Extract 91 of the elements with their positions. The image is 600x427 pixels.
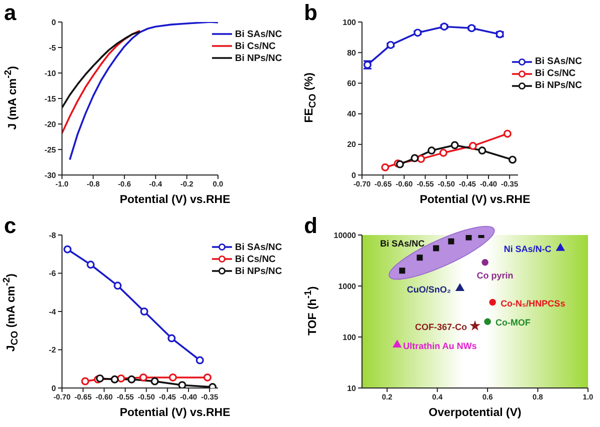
point — [139, 373, 148, 382]
point — [110, 375, 119, 384]
x-axis-title: Potential (V) vs.RHE — [418, 194, 532, 206]
series-label: COF-367-Co — [414, 322, 468, 332]
x-axis-title: Potential (V) vs.RHE — [118, 407, 232, 419]
point — [363, 60, 372, 69]
point — [140, 308, 148, 316]
point — [503, 130, 512, 138]
chart-title: c — [4, 213, 16, 239]
y-tick-label: 80 — [347, 48, 357, 58]
y-tick-label: 40 — [347, 110, 357, 119]
series-label: Co pyrin — [476, 270, 514, 280]
y-tick-label: -4 — [48, 307, 57, 316]
legend-label: Bi SAs/NC — [235, 242, 282, 252]
point — [470, 320, 480, 330]
point — [392, 340, 402, 348]
y-tick-label: -8 — [48, 230, 57, 240]
legend-label: Bi SAs/NC — [535, 56, 582, 68]
y-tick-label: -30 — [44, 170, 57, 180]
y-tick-label: 1000 — [338, 282, 357, 291]
x-axis-title: Overpotential (V) — [428, 407, 522, 419]
y-tick-label: 10000 — [334, 230, 357, 240]
point — [150, 377, 159, 386]
series-label: Bi SAs/NC — [380, 238, 426, 249]
line-series — [62, 30, 141, 134]
y-tick-label: -10 — [44, 68, 57, 78]
point — [168, 373, 177, 382]
point — [508, 156, 517, 164]
legend-label: Bi Cs/NC — [235, 254, 276, 264]
y-tick-label: 100 — [342, 332, 357, 342]
point — [478, 146, 486, 155]
y-tick-label: 20 — [347, 140, 357, 150]
point — [117, 374, 126, 382]
y-tick-label: -25 — [44, 145, 57, 154]
point — [466, 235, 472, 240]
point — [196, 356, 204, 364]
point — [410, 154, 419, 162]
point — [86, 260, 95, 269]
y-tick-label: 0 — [52, 384, 57, 393]
line-series — [68, 22, 218, 161]
y-tick-label: 100 — [342, 18, 357, 27]
point — [440, 22, 448, 31]
y-tick-label: -15 — [44, 94, 57, 104]
line-series — [62, 30, 141, 109]
point — [417, 154, 426, 163]
y-tick-label: -20 — [44, 120, 57, 129]
point — [416, 254, 423, 261]
legend-label: Bi NPs/NC — [535, 80, 582, 92]
y-tick-label: 0 — [52, 18, 57, 27]
point — [484, 318, 491, 326]
chart-title: d — [304, 213, 318, 239]
legend-label: Bi Cs/NC — [535, 68, 576, 80]
y-tick-label: 60 — [347, 79, 357, 88]
point — [63, 245, 72, 254]
point — [128, 375, 136, 384]
point — [433, 245, 440, 252]
point — [468, 142, 477, 150]
point — [468, 24, 476, 32]
chart-title: a — [4, 0, 16, 26]
point — [448, 238, 454, 244]
point — [450, 141, 459, 150]
legend-label: Bi NPs/NC — [235, 266, 282, 276]
y-tick-label: -6 — [48, 269, 57, 278]
series-label: Co-N₅/HNPCSs — [500, 298, 566, 308]
series-label: Co-MOF — [496, 318, 532, 328]
series-label: CuO/SnO₂ — [406, 284, 451, 294]
point — [168, 334, 176, 342]
point — [381, 163, 390, 172]
legend-label: Bi NPs/NC — [235, 52, 282, 64]
legend-label: Bi SAs/NC — [235, 28, 282, 40]
point — [81, 377, 90, 386]
point — [455, 283, 464, 291]
x-axis-title: Potential (V) vs.RHE — [118, 194, 232, 206]
point — [386, 40, 395, 49]
point — [203, 373, 212, 382]
y-tick-label: -2 — [48, 346, 57, 355]
point — [489, 298, 496, 306]
y-tick-label: -5 — [48, 43, 57, 52]
series-label: Ultrathin Au NWs — [403, 340, 477, 351]
point — [482, 259, 488, 266]
point — [428, 146, 436, 155]
point — [414, 28, 422, 37]
point — [114, 282, 122, 290]
point — [399, 268, 406, 274]
y-tick-label: 10 — [347, 384, 357, 393]
chart-title: b — [304, 0, 318, 26]
series-label: Ni SAs/N-C — [504, 244, 552, 254]
legend-label: Bi Cs/NC — [235, 40, 276, 52]
point — [178, 381, 186, 388]
point — [439, 148, 448, 157]
y-tick-label: 0 — [352, 170, 357, 180]
